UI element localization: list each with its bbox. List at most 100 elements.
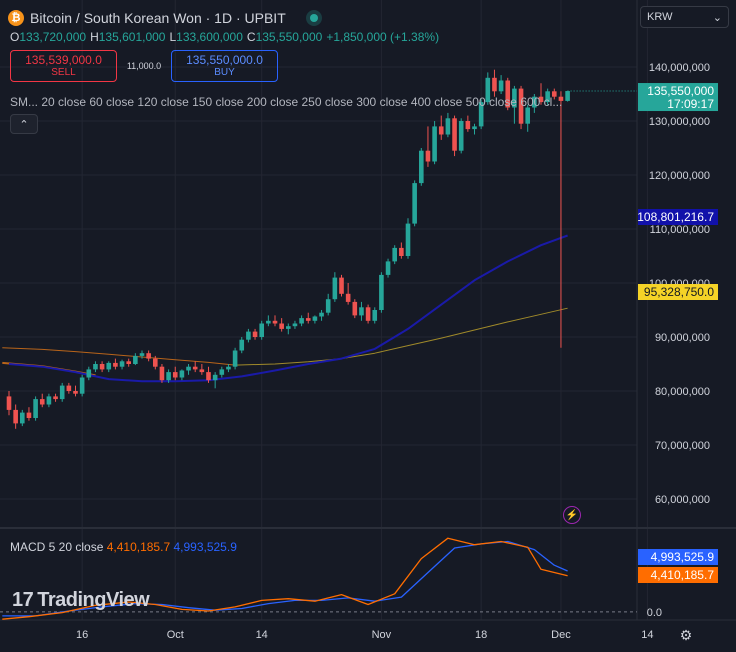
candle-down <box>505 80 511 108</box>
candle-down <box>66 385 72 391</box>
high-value: 135,601,000 <box>98 30 166 44</box>
time-tick-label: 18 <box>475 629 487 641</box>
buy-label: BUY <box>214 67 235 78</box>
ma-gold-line <box>235 307 568 366</box>
ma-gold-tag-text: 95,328,750.0 <box>644 285 714 299</box>
candle-up <box>292 323 298 327</box>
current-price-tag-bg <box>638 83 718 112</box>
price-tick-label: 90,000,000 <box>655 332 710 344</box>
candle-down <box>159 366 165 381</box>
candle-down <box>252 331 258 337</box>
sell-price: 135,539,000.0 <box>25 53 102 67</box>
buy-button[interactable]: 135,550,000.0 BUY <box>171 50 278 82</box>
candle-up <box>392 247 397 262</box>
candle-up <box>485 77 491 103</box>
tradingview-logo-icon: 17 <box>12 589 34 611</box>
candle-down <box>452 118 457 151</box>
bitcoin-logo-icon: ₿ <box>8 10 24 26</box>
watermark-text: TradingView <box>37 589 150 611</box>
candle-up <box>372 310 378 321</box>
currency-select[interactable]: KRW ⌄ <box>640 6 729 28</box>
candle-up <box>266 320 271 324</box>
candle-down <box>199 369 205 373</box>
price-tick-label: 140,000,000 <box>649 62 710 74</box>
price-tick-label: 110,000,000 <box>650 224 710 236</box>
candle-up <box>86 369 92 378</box>
macd-value-tag: 4,410,185.7 <box>638 567 718 583</box>
candle-up <box>79 377 85 394</box>
open-label: O <box>10 30 20 44</box>
candle-down <box>272 320 278 324</box>
trade-buttons: 135,539,000.0 SELL 11,000.0 135,550,000.… <box>10 50 278 82</box>
ma-blue-tag: 108,801,216.7 <box>637 209 718 225</box>
candle-down <box>26 412 32 418</box>
lightning-icon[interactable]: ⚡ <box>563 506 581 524</box>
candle-up <box>379 274 384 310</box>
candle-down <box>425 150 431 162</box>
candle-down <box>492 77 497 92</box>
macd-zero-label: 0.0 <box>647 607 662 619</box>
time-tick-label: Oct <box>167 629 184 641</box>
candle-down <box>305 318 311 321</box>
candle-down <box>206 372 211 381</box>
macd-signal-tag: 4,993,525.9 <box>638 549 718 565</box>
sell-label: SELL <box>51 67 76 78</box>
ma-layer <box>2 90 637 383</box>
time-tick-label: 14 <box>256 629 268 641</box>
candle-up <box>405 223 411 256</box>
candle-up <box>46 396 52 405</box>
candle-up <box>545 91 550 103</box>
candle-up <box>299 318 304 324</box>
time-tick-label: Nov <box>372 629 392 641</box>
high-label: H <box>90 30 99 44</box>
candle-up <box>106 362 112 370</box>
candle-up <box>20 412 25 424</box>
price-tick-label: 70,000,000 <box>655 440 710 452</box>
candle-up <box>93 364 98 370</box>
candle-up <box>412 183 417 224</box>
candle-up <box>419 150 424 184</box>
moving-average-legend[interactable]: SM... 20 close 60 close 120 close 150 cl… <box>10 95 563 109</box>
candle-up <box>186 366 191 371</box>
candle-down <box>339 277 344 294</box>
candle-up <box>472 126 477 130</box>
candle-up <box>458 121 464 151</box>
candle-up <box>525 107 530 124</box>
candle-down <box>73 391 78 394</box>
candle-down <box>53 396 58 400</box>
change-value: +1,850,000 (+1.38%) <box>326 30 440 44</box>
macd-legend[interactable]: MACD 5 20 close 4,410,185.7 4,993,525.9 <box>10 540 237 554</box>
collapse-legend-button[interactable]: ⌃ <box>10 114 38 134</box>
candle-down <box>345 293 351 302</box>
ma-blue-line <box>8 234 568 383</box>
candle-down <box>279 323 284 329</box>
candle-down <box>153 358 158 367</box>
macd-value-tag-text: 4,410,185.7 <box>651 568 715 582</box>
candle-up <box>232 350 238 367</box>
ma-gold-tag: 95,328,750.0 <box>638 284 718 300</box>
candle-up <box>325 299 331 313</box>
candle-up <box>445 118 451 135</box>
macd-line <box>2 537 568 620</box>
candle-down <box>465 121 471 130</box>
macd-legend-value: 4,410,185.7 <box>106 540 171 554</box>
symbol-header[interactable]: ₿ Bitcoin / South Korean Won · 1D · UPBI… <box>8 8 322 28</box>
candle-down <box>558 96 564 101</box>
currency-value: KRW <box>647 11 673 23</box>
low-value: 133,600,000 <box>176 30 243 44</box>
axis-layer: 140,000,000 130,000,000 120,000,000 110,000… <box>76 62 718 641</box>
candle-down <box>99 364 105 370</box>
candle-down <box>552 91 557 97</box>
low-label: L <box>169 30 177 44</box>
current-price-tag-text: 17:09:17 <box>667 97 714 111</box>
candle-up <box>139 353 145 356</box>
chevron-down-icon: ⌄ <box>712 11 722 24</box>
candle-down <box>13 409 18 424</box>
symbol-title[interactable]: Bitcoin / South Korean Won · 1D · UPBIT <box>30 10 286 26</box>
sell-button[interactable]: 135,539,000.0 SELL <box>10 50 117 82</box>
ma-gold-tag-bg <box>638 284 718 300</box>
gear-icon[interactable]: ⚙ <box>679 626 693 643</box>
